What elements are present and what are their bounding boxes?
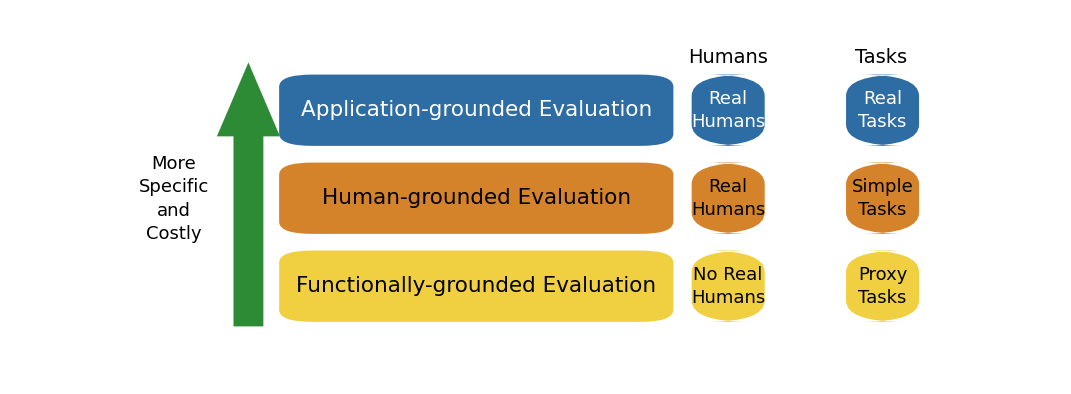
Text: Functionally-grounded Evaluation: Functionally-grounded Evaluation [297, 276, 657, 296]
Text: Real
Humans: Real Humans [691, 178, 766, 219]
FancyBboxPatch shape [692, 74, 765, 146]
Text: Real
Tasks: Real Tasks [858, 90, 907, 131]
Text: Proxy
Tasks: Proxy Tasks [858, 266, 907, 307]
FancyBboxPatch shape [280, 251, 674, 322]
FancyBboxPatch shape [846, 251, 919, 322]
Text: Real
Humans: Real Humans [691, 90, 766, 131]
Text: Simple
Tasks: Simple Tasks [851, 178, 914, 219]
Text: Human-grounded Evaluation: Human-grounded Evaluation [321, 188, 631, 208]
Text: Application-grounded Evaluation: Application-grounded Evaluation [301, 100, 652, 120]
FancyBboxPatch shape [692, 163, 765, 234]
Text: More
Specific
and
Costly: More Specific and Costly [138, 154, 209, 243]
Text: Humans: Humans [689, 48, 768, 67]
FancyBboxPatch shape [846, 163, 919, 234]
FancyBboxPatch shape [280, 74, 674, 146]
FancyBboxPatch shape [280, 163, 674, 234]
FancyBboxPatch shape [846, 74, 919, 146]
Text: Tasks: Tasks [855, 48, 907, 67]
Polygon shape [216, 63, 280, 326]
Text: No Real
Humans: No Real Humans [691, 266, 766, 307]
FancyBboxPatch shape [692, 251, 765, 322]
